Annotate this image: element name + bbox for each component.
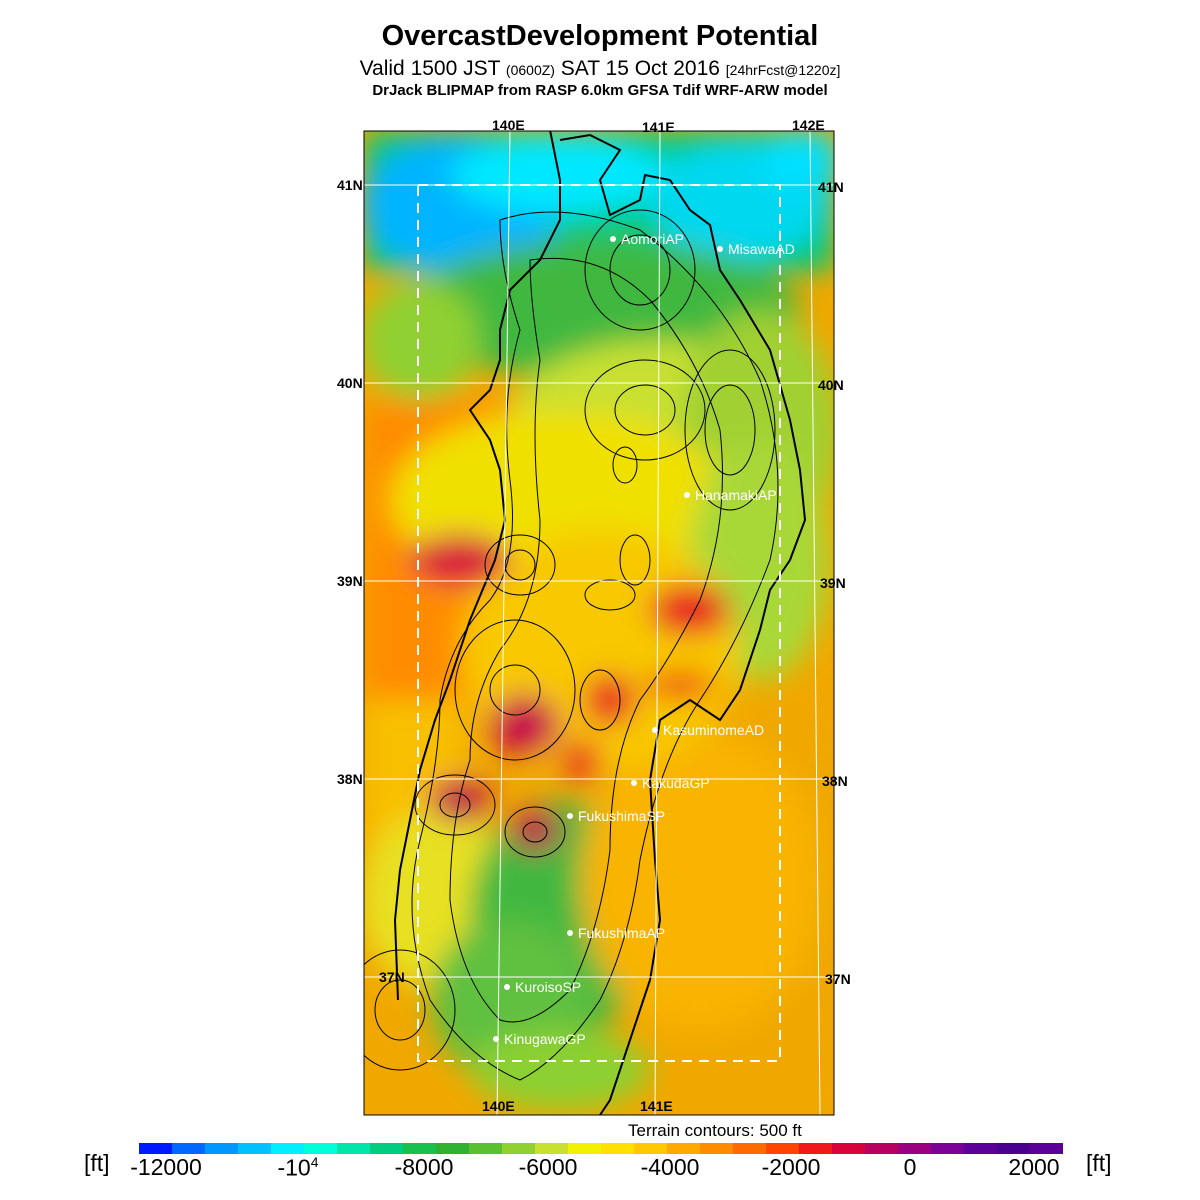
lon-label-140e-top: 140E [492,117,525,133]
station-label: FukushimaSP [578,808,665,824]
colorbar-tick-2000: 2000 [1008,1154,1060,1180]
station-dot [493,1036,499,1042]
station-label: KinugawaGP [504,1031,586,1047]
station-dot [567,930,573,936]
colorbar-swatch [865,1143,898,1154]
valid-main: Valid 1500 JST [359,57,501,80]
colorbar-swatch [700,1143,733,1154]
station-label: FukushimaAP [578,925,665,941]
colorbar-tick-minus4000: -4000 [640,1154,700,1180]
lat-label-41n-right: 41N [818,179,844,195]
inner-domain-box [417,184,781,1062]
station-label: KakudaGP [642,775,710,791]
colorbar-swatch [898,1143,931,1154]
map-frame [363,130,835,1116]
station-label: KasuminomeAD [663,722,764,738]
colorbar-swatch [568,1143,601,1154]
colorbar-swatch [271,1143,304,1154]
colorbar-swatch [172,1143,205,1154]
colorbar-swatch [733,1143,766,1154]
colorbar-swatch [832,1143,865,1154]
valid-date: SAT 15 Oct 2016 [560,57,720,80]
lat-label-38n-left: 38N [337,771,363,787]
colorbar-swatch [403,1143,436,1154]
colorbar-swatch [469,1143,502,1154]
colorbar-swatch [535,1143,568,1154]
model-line: DrJack BLIPMAP from RASP 6.0km GFSA Tdif… [372,82,828,99]
lat-label-39n-right: 39N [820,575,846,591]
lat-label-40n-left: 40N [337,375,363,391]
lat-label-37n-right: 37N [825,971,851,987]
colorbar-tick-minus2000: -2000 [761,1154,821,1180]
lat-label-37n-left: 37N [379,969,405,985]
colorbar-tick-zero: 0 [903,1154,917,1180]
colorbar-tick-minus10e4: -104 [277,1154,318,1182]
colorbar-unit-left: [ft] [84,1150,110,1176]
colorbar-swatch [799,1143,832,1154]
station-dot [631,780,637,786]
colorbar-swatch [502,1143,535,1154]
potential-field [364,131,834,1115]
lon-label-140e-bottom: 140E [482,1098,515,1114]
colorbar-swatch [634,1143,667,1154]
lat-lon-grid [364,131,834,1115]
lat-label-38n-right: 38N [822,773,848,789]
colorbar-tick-base: -10 [277,1154,311,1181]
colorbar-swatch [601,1143,634,1154]
station-label: KuroisoSP [515,979,581,995]
colorbar-swatch [205,1143,238,1154]
colorbar-swatch [1030,1143,1063,1154]
map-title: OvercastDevelopment Potential [381,20,819,52]
colorbar-swatch [370,1143,403,1154]
colorbar-swatch [436,1143,469,1154]
station-dot [610,236,616,242]
colorbar-tick-minus12000: -12000 [130,1154,202,1180]
colorbar-swatch [238,1143,271,1154]
colorbar-swatch [997,1143,1030,1154]
station-dot [504,984,510,990]
colorbar-unit-right: [ft] [1086,1150,1112,1176]
colorbar-swatch [139,1143,172,1154]
station-label: AomoriAP [621,231,684,247]
colorbar-tick-minus6000: -6000 [518,1154,578,1180]
forecast-tag: [24hrFcst@1220z] [725,62,841,78]
colorbar-swatch [337,1143,370,1154]
lon-label-141e-bottom: 141E [640,1098,673,1114]
lat-label-41n-left: 41N [337,177,363,193]
station-markers: AomoriAP MisawaAD HanamakiAP KasuminomeAD Ka… [493,231,795,1047]
colorbar-swatch [931,1143,964,1154]
station-label: MisawaAD [728,241,795,257]
colorbar-swatch [964,1143,997,1154]
station-dot [684,492,690,498]
colorbar-swatch [667,1143,700,1154]
colorbar-swatch [766,1143,799,1154]
colorbar [139,1143,1063,1154]
lon-label-141e-top: 141E [642,119,675,135]
lon-label-142e-top: 142E [792,117,825,133]
colorbar-tick-exponent: 4 [310,1154,319,1170]
valid-utc: (0600Z) [505,62,555,78]
lat-label-40n-right: 40N [818,377,844,393]
station-dot [567,813,573,819]
station-dot [652,727,658,733]
terrain-contours [364,209,779,1081]
station-label: HanamakiAP [695,487,777,503]
colorbar-swatch [304,1143,337,1154]
terrain-contour-note: Terrain contours: 500 ft [628,1121,802,1140]
colorbar-tick-minus8000: -8000 [394,1154,454,1180]
station-dot [717,246,723,252]
valid-time-line: Valid 1500 JST (0600Z) SAT 15 Oct 2016 [… [0,57,1200,81]
lat-label-39n-left: 39N [337,573,363,589]
